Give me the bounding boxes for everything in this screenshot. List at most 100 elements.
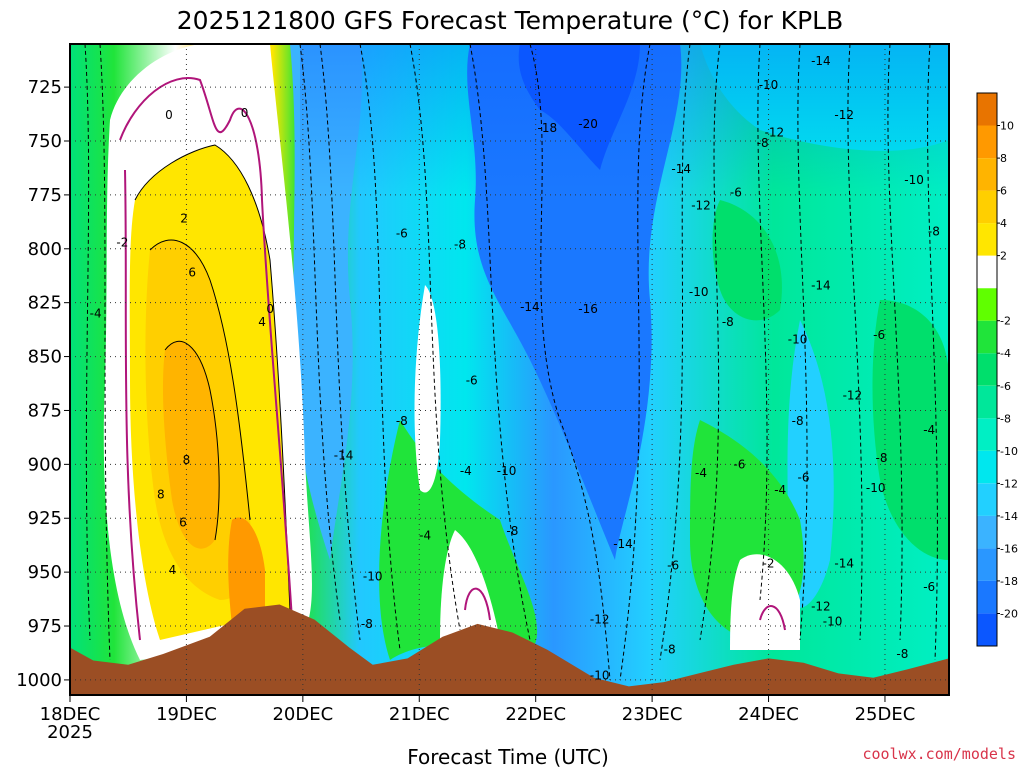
colorbar-swatch <box>977 223 997 256</box>
contour-label: -10 <box>866 481 886 495</box>
colorbar-swatch <box>977 353 997 386</box>
contour-label: -6 <box>798 470 810 484</box>
colorbar-label: -2 <box>1000 315 1011 328</box>
contour-label: -6 <box>873 328 885 342</box>
x-tick-label: 22DEC <box>505 704 566 725</box>
terrain-surface <box>70 604 949 695</box>
colorbar-swatch <box>977 190 997 224</box>
white-pocket <box>440 530 500 640</box>
contour-label: -8 <box>664 643 676 657</box>
colorbar: -20 -18 -16 -14 -12 -10 -8 -6 -4 -2 2 4 6 8 10 <box>976 92 1018 647</box>
colorbar-swatch <box>977 288 997 321</box>
contour-label: -12 <box>590 613 610 627</box>
contour-label: -14 <box>834 557 854 571</box>
colorbar-swatch <box>977 418 997 451</box>
colorbar-label: -14 <box>1000 510 1018 523</box>
contour-label: -8 <box>928 225 940 239</box>
colorbar-label: -20 <box>1000 608 1018 621</box>
contour-label: -16 <box>578 302 598 316</box>
source-credit: coolwx.com/models <box>862 745 1016 763</box>
contour-label: -12 <box>843 388 863 402</box>
x-tick-label: 25DEC <box>855 704 916 725</box>
colorbar-frame <box>976 92 998 647</box>
x-tick-label: 18DEC <box>40 704 101 725</box>
contour-label: -4 <box>460 464 472 478</box>
colorbar-swatch <box>977 515 997 549</box>
upper-air-tint <box>300 44 949 344</box>
contour-label: -10 <box>689 285 709 299</box>
contour-label: -6 <box>667 559 679 573</box>
colorbar-label: -8 <box>1000 412 1011 425</box>
contour-label: -14 <box>334 449 354 463</box>
contour-label: -8 <box>792 414 804 428</box>
x-tick-label: 21DEC <box>389 704 450 725</box>
y-axis: 725 750 775 800 825 850 875 900 925 950 975 1000 <box>16 77 70 691</box>
contour-label: -10 <box>788 332 808 346</box>
colorbar-label: 10 <box>1000 120 1014 133</box>
contour-label: 6 <box>188 266 196 280</box>
y-tick-label: 800 <box>28 239 62 260</box>
contour-label: 8 <box>183 453 191 467</box>
white-pocket <box>730 554 800 650</box>
colorbar-label: 8 <box>1000 152 1007 165</box>
contour-label: -14 <box>811 278 831 292</box>
colorbar-swatch <box>977 158 997 191</box>
y-tick-label: 925 <box>28 508 62 529</box>
contour-label: -12 <box>765 125 785 139</box>
contour-label: -10 <box>590 669 610 683</box>
y-tick-label: 775 <box>28 185 62 206</box>
contour-label: -10 <box>823 615 843 629</box>
green-region-far-right <box>872 300 949 560</box>
contour-label: -10 <box>363 569 383 583</box>
colorbar-swatch <box>977 483 997 516</box>
contour-label: -4 <box>419 529 431 543</box>
colorbar-swatch <box>977 93 997 126</box>
contour-label: -8 <box>896 647 908 661</box>
colorbar-swatch <box>977 548 997 581</box>
y-tick-label: 950 <box>28 562 62 583</box>
colorbar-label: 6 <box>1000 185 1007 198</box>
y-tick-label: 875 <box>28 400 62 421</box>
contour-label: -6 <box>733 457 745 471</box>
contour-label: -2 <box>763 557 775 571</box>
contour-label: -8 <box>876 451 888 465</box>
y-tick-label: 750 <box>28 131 62 152</box>
x-axis: 18DEC 19DEC 20DEC 21DEC 22DEC 23DEC 24DEC 25DEC… <box>40 695 916 743</box>
plot-frame <box>69 43 950 696</box>
colorbar-swatch <box>977 613 997 646</box>
colorbar-label: -12 <box>1000 477 1018 490</box>
contour-label: -4 <box>774 483 786 497</box>
colorbar-label: -16 <box>1000 542 1018 555</box>
colorbar-swatch <box>977 320 997 354</box>
y-tick-label: 825 <box>28 293 62 314</box>
x-tick-year: 2025 <box>47 722 93 743</box>
y-tick-label: 1000 <box>16 670 62 691</box>
contour-label: -12 <box>834 108 854 122</box>
contour-label: -14 <box>520 300 540 314</box>
contour-label: -4 <box>695 466 707 480</box>
y-tick-label: 900 <box>28 454 62 475</box>
contour-label: 0 <box>241 106 249 120</box>
contour-label: 0 <box>165 108 173 122</box>
contour-label: -8 <box>722 315 734 329</box>
contour-label: -8 <box>757 136 769 150</box>
contour-label: -6 <box>923 580 935 594</box>
colorbar-label: -4 <box>1000 347 1011 360</box>
contour-label: 2 <box>180 212 188 226</box>
colorbar-label: -6 <box>1000 380 1011 393</box>
x-tick-label: 23DEC <box>622 704 683 725</box>
colorbar-label: 4 <box>1000 217 1007 230</box>
x-axis-label: Forecast Time (UTC) <box>407 745 609 768</box>
contour-label: -18 <box>537 121 557 135</box>
colorbar-label: -18 <box>1000 575 1018 588</box>
colorbar-swatch <box>977 385 997 419</box>
colorbar-swatch <box>977 580 997 614</box>
contour-label: -10 <box>904 173 924 187</box>
contour-label: 8 <box>157 488 165 502</box>
contour-label: -8 <box>454 238 466 252</box>
zero-contour-lines <box>119 77 786 641</box>
contour-label: -4 <box>923 423 935 437</box>
plot-area <box>70 44 949 695</box>
